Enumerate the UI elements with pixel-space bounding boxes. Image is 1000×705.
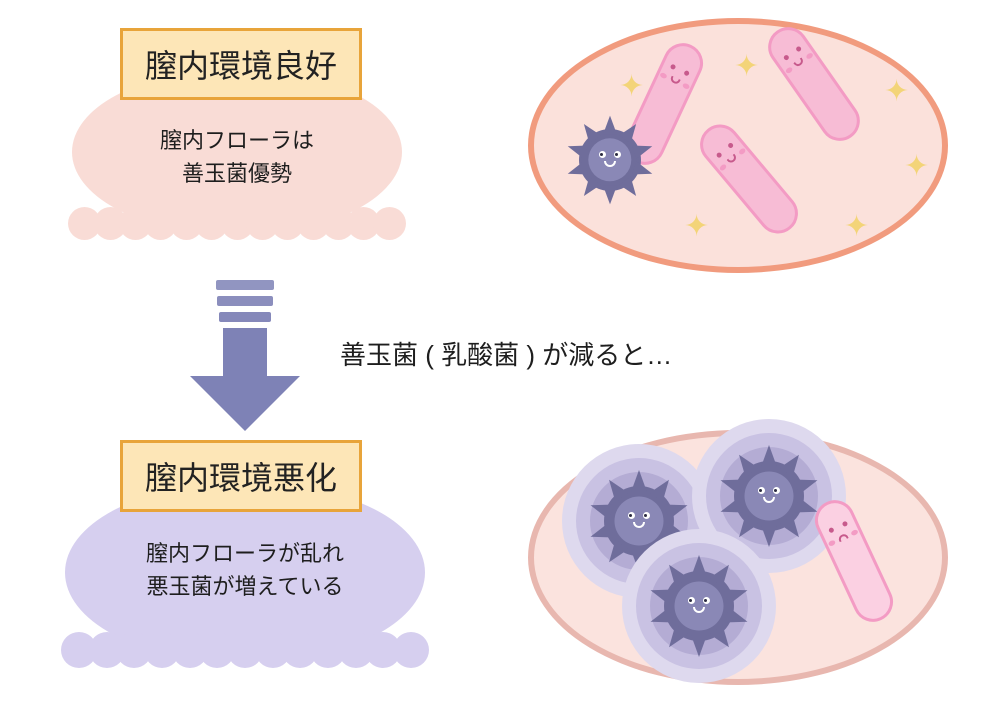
title-good: 膣内環境良好 xyxy=(120,28,362,100)
cloud-good-line2: 善玉菌優勢 xyxy=(72,157,402,190)
sparkle-icon: ✦ xyxy=(684,209,709,244)
rod-bacterium xyxy=(808,494,899,629)
cloud-good-line1: 膣内フローラは xyxy=(72,124,402,157)
sparkle-icon: ✦ xyxy=(844,209,869,244)
cloud-bad-line2: 悪玉菌が増えている xyxy=(65,570,425,603)
spiky-bacterium xyxy=(579,129,641,191)
spiky-bacterium xyxy=(734,461,804,531)
arrow-down-icon xyxy=(190,280,300,431)
transition-caption: 善玉菌 ( 乳酸菌 ) が減ると… xyxy=(340,335,672,372)
sparkle-icon: ✦ xyxy=(904,149,929,184)
spiky-bacterium xyxy=(664,571,734,641)
dish-good: ✦ ✦ ✦ ✦ ✦ ✦ xyxy=(528,18,948,273)
sparkle-icon: ✦ xyxy=(734,49,759,84)
rod-bacterium xyxy=(760,19,867,148)
cloud-bad-line1: 膣内フローラが乱れ xyxy=(65,537,425,570)
sparkle-icon: ✦ xyxy=(619,69,644,104)
title-bad: 膣内環境悪化 xyxy=(120,440,362,512)
sparkle-icon: ✦ xyxy=(884,74,909,109)
dish-bad xyxy=(528,430,948,685)
